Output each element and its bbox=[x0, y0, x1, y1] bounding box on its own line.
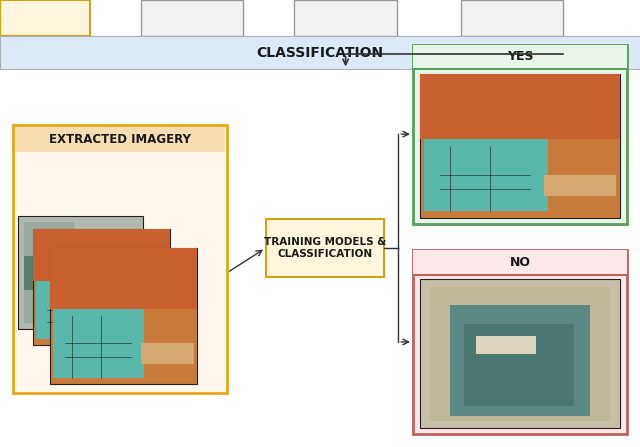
FancyBboxPatch shape bbox=[15, 127, 225, 152]
FancyBboxPatch shape bbox=[266, 219, 384, 277]
FancyBboxPatch shape bbox=[33, 229, 170, 281]
FancyBboxPatch shape bbox=[431, 287, 609, 421]
FancyBboxPatch shape bbox=[544, 175, 616, 197]
FancyBboxPatch shape bbox=[420, 279, 620, 428]
FancyBboxPatch shape bbox=[451, 305, 589, 416]
FancyBboxPatch shape bbox=[420, 74, 620, 218]
FancyBboxPatch shape bbox=[81, 261, 137, 318]
FancyBboxPatch shape bbox=[413, 250, 627, 275]
FancyBboxPatch shape bbox=[24, 256, 68, 290]
FancyBboxPatch shape bbox=[0, 0, 90, 36]
FancyBboxPatch shape bbox=[413, 250, 627, 434]
FancyBboxPatch shape bbox=[118, 310, 168, 328]
FancyBboxPatch shape bbox=[36, 281, 121, 339]
Text: EXTRACTED IMAGERY: EXTRACTED IMAGERY bbox=[49, 133, 191, 146]
FancyBboxPatch shape bbox=[461, 0, 563, 36]
FancyBboxPatch shape bbox=[18, 216, 143, 329]
FancyBboxPatch shape bbox=[33, 229, 170, 345]
FancyBboxPatch shape bbox=[294, 0, 397, 36]
FancyBboxPatch shape bbox=[141, 343, 194, 364]
FancyBboxPatch shape bbox=[413, 45, 627, 224]
FancyBboxPatch shape bbox=[13, 125, 227, 393]
FancyBboxPatch shape bbox=[476, 336, 536, 354]
Text: NO: NO bbox=[509, 256, 531, 269]
FancyBboxPatch shape bbox=[0, 36, 640, 69]
FancyBboxPatch shape bbox=[464, 324, 573, 406]
FancyBboxPatch shape bbox=[420, 74, 620, 139]
Text: TRAINING MODELS &
CLASSIFICATION: TRAINING MODELS & CLASSIFICATION bbox=[264, 237, 386, 259]
FancyBboxPatch shape bbox=[50, 248, 197, 384]
FancyBboxPatch shape bbox=[424, 139, 548, 211]
FancyBboxPatch shape bbox=[413, 45, 627, 69]
FancyBboxPatch shape bbox=[53, 309, 144, 378]
FancyBboxPatch shape bbox=[141, 0, 243, 36]
FancyBboxPatch shape bbox=[50, 248, 197, 309]
FancyBboxPatch shape bbox=[24, 222, 74, 323]
Text: YES: YES bbox=[507, 51, 533, 63]
Text: CLASSIFICATION: CLASSIFICATION bbox=[257, 46, 383, 59]
